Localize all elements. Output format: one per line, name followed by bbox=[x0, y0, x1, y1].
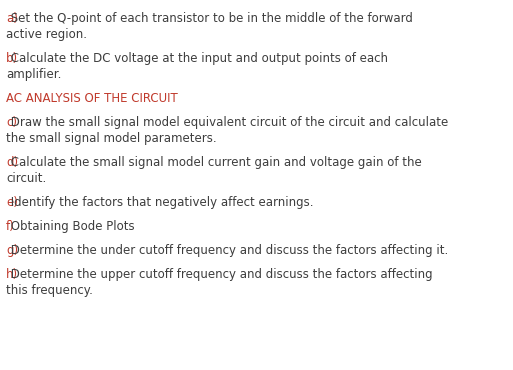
Text: a): a) bbox=[6, 12, 18, 25]
Text: e): e) bbox=[0, 369, 1, 370]
Text: b): b) bbox=[6, 52, 18, 65]
Text: Calculate the small signal model current gain and voltage gain of the: Calculate the small signal model current… bbox=[8, 156, 422, 169]
Text: d): d) bbox=[0, 369, 1, 370]
Text: active region.: active region. bbox=[6, 28, 87, 41]
Text: e): e) bbox=[6, 196, 18, 209]
Text: h): h) bbox=[0, 369, 1, 370]
Text: this frequency.: this frequency. bbox=[6, 284, 93, 297]
Text: a): a) bbox=[0, 369, 1, 370]
Text: Calculate the DC voltage at the input and output points of each: Calculate the DC voltage at the input an… bbox=[8, 52, 388, 65]
Text: Set the Q-point of each transistor to be in the middle of the forward: Set the Q-point of each transistor to be… bbox=[8, 12, 413, 25]
Text: amplifier.: amplifier. bbox=[6, 68, 62, 81]
Text: f): f) bbox=[6, 220, 15, 233]
Text: f): f) bbox=[0, 369, 1, 370]
Text: Determine the upper cutoff frequency and discuss the factors affecting: Determine the upper cutoff frequency and… bbox=[8, 268, 433, 281]
Text: circuit.: circuit. bbox=[6, 172, 46, 185]
Text: Obtaining Bode Plots: Obtaining Bode Plots bbox=[8, 220, 135, 233]
Text: h): h) bbox=[6, 268, 18, 281]
Text: g): g) bbox=[6, 244, 18, 257]
Text: c): c) bbox=[6, 116, 17, 129]
Text: d): d) bbox=[6, 156, 18, 169]
Text: b): b) bbox=[0, 369, 1, 370]
Text: AC ANALYSIS OF THE CIRCUIT: AC ANALYSIS OF THE CIRCUIT bbox=[6, 92, 178, 105]
Text: Identify the factors that negatively affect earnings.: Identify the factors that negatively aff… bbox=[8, 196, 314, 209]
Text: c): c) bbox=[0, 369, 1, 370]
Text: g): g) bbox=[0, 369, 1, 370]
Text: Draw the small signal model equivalent circuit of the circuit and calculate: Draw the small signal model equivalent c… bbox=[8, 116, 449, 129]
Text: the small signal model parameters.: the small signal model parameters. bbox=[6, 132, 217, 145]
Text: Determine the under cutoff frequency and discuss the factors affecting it.: Determine the under cutoff frequency and… bbox=[8, 244, 449, 257]
